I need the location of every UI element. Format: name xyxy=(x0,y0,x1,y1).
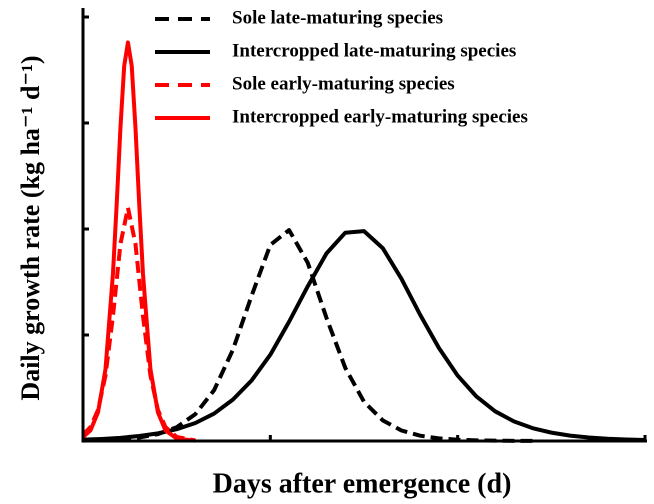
series-line xyxy=(81,40,196,443)
series-line xyxy=(82,229,646,443)
x-axis-label: Days after emergence (d) xyxy=(213,468,512,499)
series-line xyxy=(82,228,533,443)
legend-label: Sole late-maturing species xyxy=(232,7,443,28)
legend-label: Intercropped early-maturing species xyxy=(232,106,528,127)
legend-label: Intercropped late-maturing species xyxy=(232,40,516,61)
legend-label: Sole early-maturing species xyxy=(232,73,455,94)
y-axis-label: Daily growth rate (kg ha⁻¹ d⁻¹) xyxy=(16,55,45,400)
